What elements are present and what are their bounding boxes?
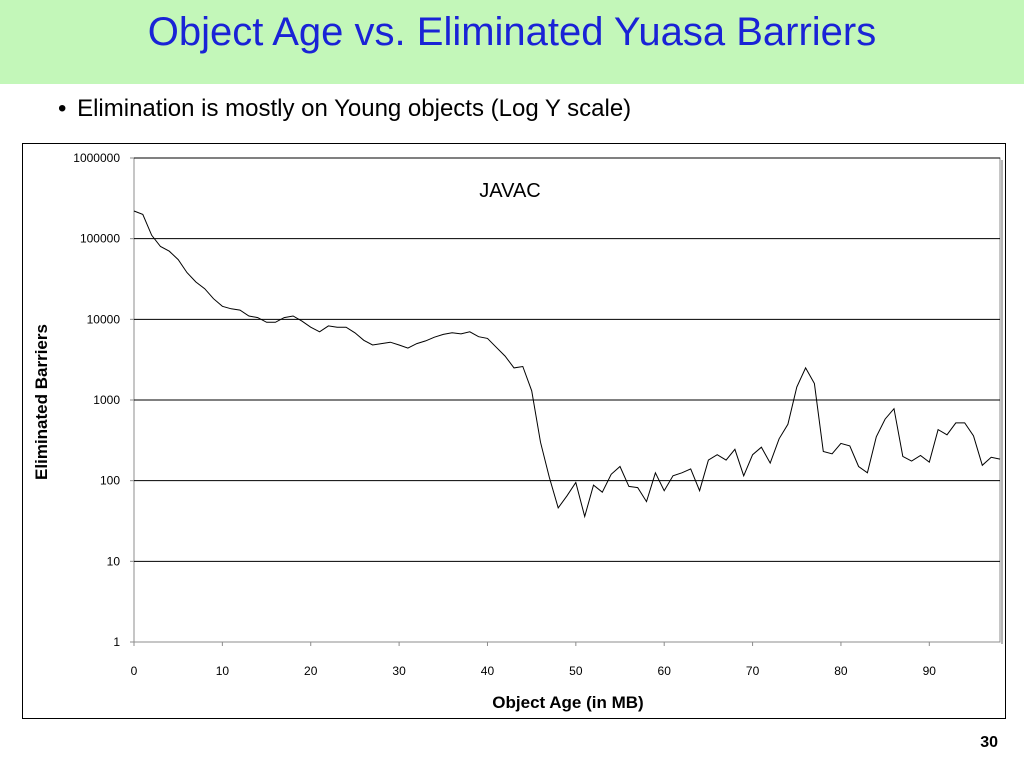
y-axis-label: Eliminated Barriers <box>32 324 51 480</box>
chart-title: JAVAC <box>479 180 541 202</box>
page-number: 30 <box>980 734 998 751</box>
y-tick-label: 1 <box>113 635 120 649</box>
x-tick-label: 30 <box>392 664 406 678</box>
x-axis-label: Object Age (in MB) <box>492 693 643 712</box>
bullet-point: • Elimination is mostly on Young objects… <box>58 94 631 124</box>
x-tick-label: 50 <box>569 664 583 678</box>
x-tick-label: 20 <box>304 664 318 678</box>
y-tick-label: 10 <box>107 554 121 568</box>
title-band <box>0 0 1024 84</box>
y-tick-label: 100000 <box>80 232 120 246</box>
x-tick-label: 40 <box>481 664 495 678</box>
series-line <box>133 210 1001 519</box>
y-tick-label: 100 <box>100 474 120 488</box>
x-tick-label: 70 <box>746 664 760 678</box>
x-tick-label: 60 <box>658 664 672 678</box>
y-tick-label: 1000000 <box>73 151 120 165</box>
bullet-text: Elimination is mostly on Young objects (… <box>77 95 632 122</box>
line-chart: 1 10 100 1000 10000 100000 1000000 0 10 20 30 40 50 6… <box>32 151 1003 712</box>
x-tick-label: 10 <box>216 664 230 678</box>
chart-frame: 1 10 100 1000 10000 100000 1000000 0 10 20 30 40 50 6… <box>22 143 1006 719</box>
bullet-marker: • <box>58 95 67 122</box>
y-tick-label: 1000 <box>93 393 120 407</box>
slide-title: Object Age vs. Eliminated Yuasa Barriers <box>147 10 877 54</box>
y-tick-label: 10000 <box>87 312 121 326</box>
x-tick-label: 90 <box>923 664 937 678</box>
x-tick-label: 80 <box>834 664 848 678</box>
x-tick-label: 0 <box>131 664 138 678</box>
